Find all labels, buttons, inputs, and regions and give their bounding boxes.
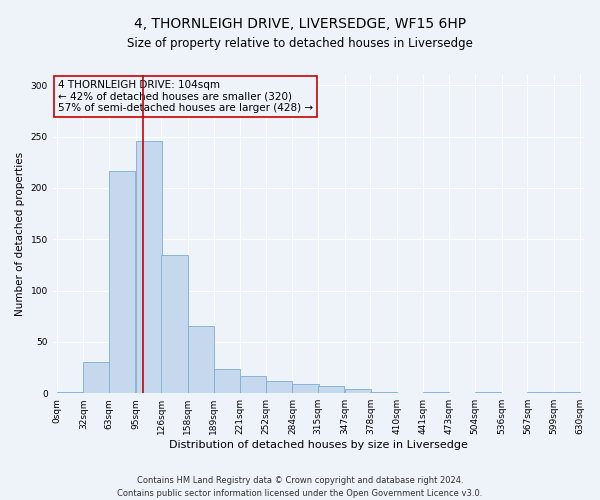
Bar bbox=[423, 392, 449, 393]
Bar bbox=[318, 386, 344, 393]
Y-axis label: Number of detached properties: Number of detached properties bbox=[15, 152, 25, 316]
Bar bbox=[83, 362, 110, 393]
Bar bbox=[475, 392, 501, 393]
Bar bbox=[292, 384, 319, 393]
Bar bbox=[57, 392, 83, 393]
Bar bbox=[136, 140, 162, 393]
Bar bbox=[345, 389, 371, 393]
Bar bbox=[188, 326, 214, 393]
Text: 4 THORNLEIGH DRIVE: 104sqm
← 42% of detached houses are smaller (320)
57% of sem: 4 THORNLEIGH DRIVE: 104sqm ← 42% of deta… bbox=[58, 80, 313, 113]
Text: Size of property relative to detached houses in Liversedge: Size of property relative to detached ho… bbox=[127, 38, 473, 51]
Bar bbox=[527, 392, 553, 393]
Text: Contains HM Land Registry data © Crown copyright and database right 2024.
Contai: Contains HM Land Registry data © Crown c… bbox=[118, 476, 482, 498]
Bar bbox=[109, 172, 135, 393]
Bar bbox=[370, 392, 397, 393]
Bar bbox=[161, 254, 188, 393]
X-axis label: Distribution of detached houses by size in Liversedge: Distribution of detached houses by size … bbox=[169, 440, 467, 450]
Bar bbox=[266, 381, 292, 393]
Text: 4, THORNLEIGH DRIVE, LIVERSEDGE, WF15 6HP: 4, THORNLEIGH DRIVE, LIVERSEDGE, WF15 6H… bbox=[134, 18, 466, 32]
Bar bbox=[240, 376, 266, 393]
Bar bbox=[214, 368, 240, 393]
Bar bbox=[554, 392, 580, 393]
